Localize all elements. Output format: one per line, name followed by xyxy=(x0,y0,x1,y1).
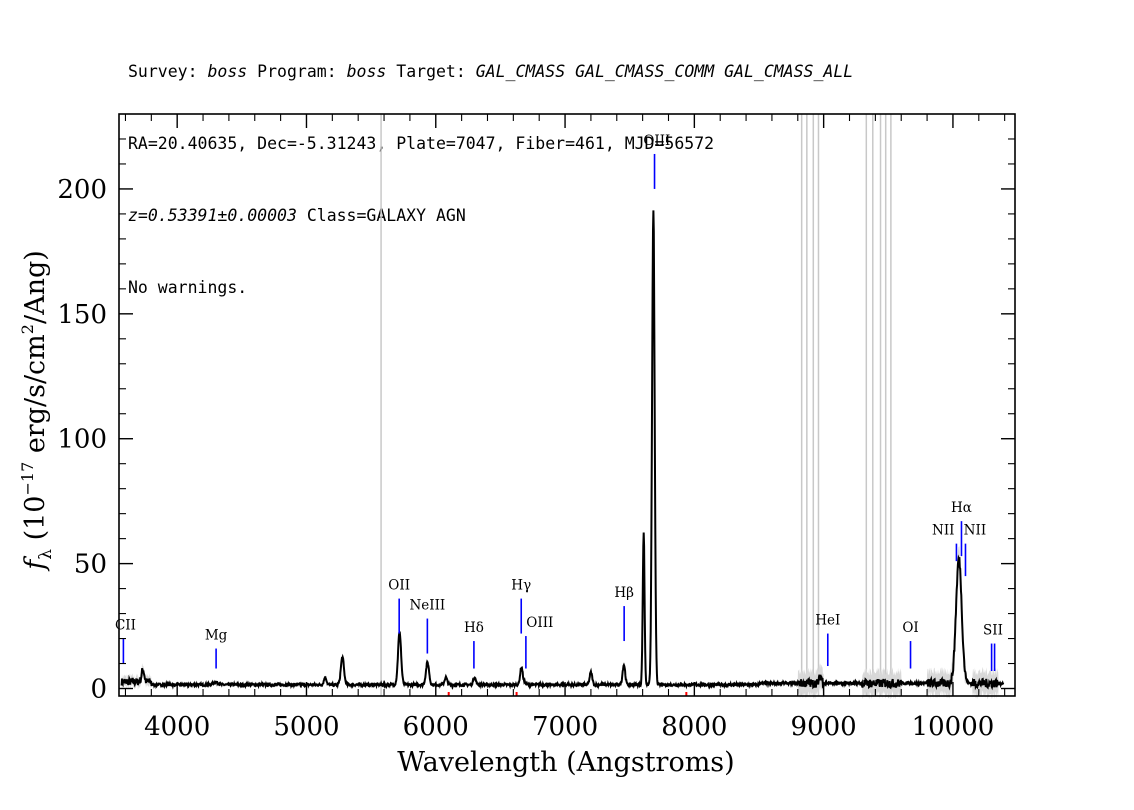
y-axis-label-close: /Ang) xyxy=(20,250,51,324)
sky-and-error-layer xyxy=(121,114,1004,700)
y-axis-label-square: 2 xyxy=(18,324,37,334)
line-label: Hδ xyxy=(464,620,484,636)
line-label: Hα xyxy=(951,500,972,516)
plot-frame xyxy=(118,113,1016,697)
y-tick-label: 200 xyxy=(57,175,107,205)
header-line-coords: RA=20.40635, Dec=-5.31243, Plate=7047, F… xyxy=(128,134,715,153)
class-value: Class=GALAXY AGN xyxy=(296,206,466,225)
y-axis-label-exponent: −17 xyxy=(18,462,37,496)
spectrum-layer xyxy=(120,210,1005,696)
line-label: NeIII xyxy=(409,598,445,614)
y-axis-label-mid: erg/s/cm xyxy=(20,334,51,462)
y-axis-label: fλ (10−17 erg/s/cm2/Ang) xyxy=(18,250,56,572)
x-tick-label: 10000 xyxy=(912,712,995,742)
x-axis-label: Wavelength (Angstroms) xyxy=(397,747,734,778)
y-tick-label: 150 xyxy=(57,300,107,330)
line-label: OI xyxy=(902,620,918,636)
program-label: Program: xyxy=(247,62,347,81)
error-band xyxy=(121,208,1004,700)
spectrum-line xyxy=(120,210,1005,691)
survey-value: boss xyxy=(207,62,248,81)
target-value: GAL_CMASS GAL_CMASS_COMM GAL_CMASS_ALL xyxy=(475,62,854,81)
x-tick-label: 9000 xyxy=(791,712,857,742)
y-tick-label: 100 xyxy=(57,425,107,455)
y-tick-label: 50 xyxy=(74,550,107,580)
x-tick-label: 7000 xyxy=(532,712,598,742)
line-label: NII xyxy=(964,523,986,539)
x-tick-label: 5000 xyxy=(273,712,339,742)
line-label: Mg xyxy=(205,628,228,644)
x-tick-label: 8000 xyxy=(661,712,727,742)
x-tick-label: 6000 xyxy=(403,712,469,742)
line-label: Hβ xyxy=(614,585,634,601)
line-label: OIII xyxy=(643,133,670,149)
line-label: OII xyxy=(388,578,410,594)
y-axis-label-open: (10 xyxy=(20,496,51,549)
spectrum-header: Survey: boss Program: boss Target: GAL_C… xyxy=(128,12,853,324)
y-tick-label: 0 xyxy=(90,675,107,705)
target-label: Target: xyxy=(386,62,476,81)
axis-ticks: 4000 5000 6000 7000 8000 9000 10000 0 50 100 150 20… xyxy=(57,114,1015,742)
header-line-survey: Survey: boss Program: boss Target: GAL_C… xyxy=(128,60,853,84)
line-label: OIII xyxy=(526,615,553,631)
header-line-redshift: z=0.53391±0.00003 Class=GALAXY AGN xyxy=(128,204,853,228)
survey-label: Survey: xyxy=(128,62,208,81)
line-label: HeI xyxy=(815,613,840,629)
line-label: CII xyxy=(115,618,136,634)
header-line-warnings: No warnings. xyxy=(128,278,248,297)
line-marker-layer: CII Mg OII NeIII Hδ Hγ OIII Hβ OIII HeI OI Hα NII NII… xyxy=(115,133,1003,672)
line-label: NII xyxy=(932,523,954,539)
y-axis-label-lambda: λ xyxy=(36,549,56,560)
line-label: SII xyxy=(983,623,1003,639)
program-value: boss xyxy=(346,62,387,81)
redshift-value: z=0.53391±0.00003 xyxy=(128,206,297,225)
line-label: Hγ xyxy=(511,578,531,594)
x-tick-label: 4000 xyxy=(144,712,210,742)
